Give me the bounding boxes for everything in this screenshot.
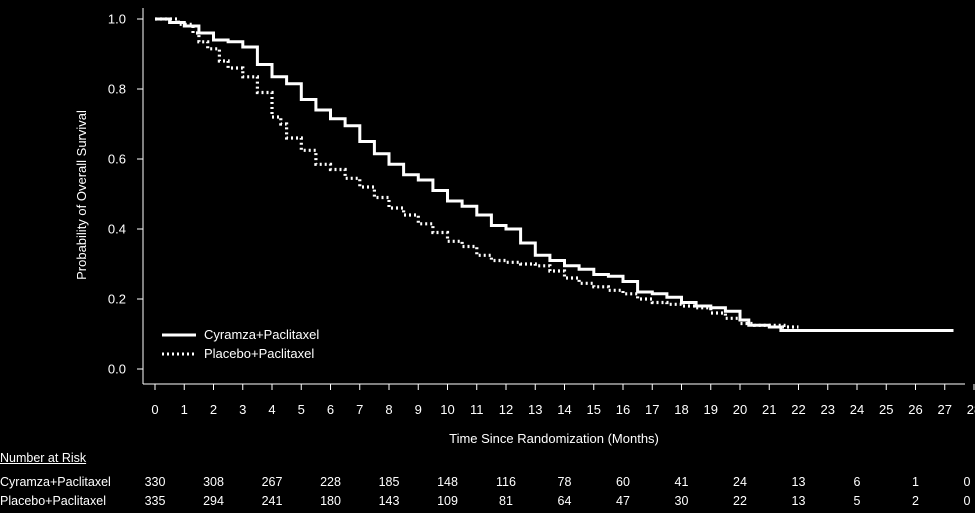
x-tick-label: 4 <box>268 402 275 417</box>
risk-value: 30 <box>674 494 689 508</box>
x-tick-label: 11 <box>470 402 484 417</box>
risk-value: 13 <box>791 494 806 508</box>
x-tick-label: 26 <box>908 402 922 417</box>
x-tick-label: 10 <box>440 402 454 417</box>
y-tick-label: 0.6 <box>108 152 126 167</box>
x-tick-label: 28 <box>967 402 975 417</box>
x-tick-label: 3 <box>239 402 246 417</box>
risk-value: 60 <box>616 475 630 489</box>
x-tick-label: 25 <box>879 402 893 417</box>
risk-value: 143 <box>378 494 400 508</box>
risk-row-label-placebo: Placebo+Paclitaxel <box>0 494 106 508</box>
risk-value: 5 <box>853 494 861 508</box>
risk-value: 335 <box>144 494 166 508</box>
risk-value: 6 <box>853 475 861 489</box>
series-line-cyramza <box>155 17 954 332</box>
x-tick-label: 5 <box>298 402 305 417</box>
risk-value: 241 <box>261 494 283 508</box>
x-tick-label: 9 <box>415 402 422 417</box>
x-tick-label: 21 <box>762 402 776 417</box>
x-tick-label: 19 <box>704 402 718 417</box>
x-tick-label: 12 <box>499 402 513 417</box>
x-tick-label: 22 <box>791 402 805 417</box>
series-lines <box>155 17 954 332</box>
risk-value: 47 <box>616 494 630 508</box>
legend: Cyramza+Paclitaxel Placebo+Paclitaxel <box>162 327 319 361</box>
x-tick-label: 2 <box>210 402 217 417</box>
x-tick-label: 16 <box>616 402 630 417</box>
risk-value: 330 <box>144 475 166 489</box>
legend-label-cyramza: Cyramza+Paclitaxel <box>204 327 319 342</box>
x-tick-label: 14 <box>557 402 571 417</box>
y-tick-label: 0.8 <box>108 82 126 97</box>
y-tick-label: 1.0 <box>108 12 126 27</box>
x-tick-label: 18 <box>674 402 688 417</box>
risk-value: 0 <box>963 475 971 489</box>
legend-label-placebo: Placebo+Paclitaxel <box>204 346 314 361</box>
y-axis-title: Probability of Overall Survival <box>74 110 89 280</box>
x-tick-label: 23 <box>821 402 835 417</box>
x-tick-label: 1 <box>181 402 188 417</box>
x-tick-label: 7 <box>356 402 363 417</box>
risk-value: 24 <box>733 475 747 489</box>
risk-row-label-cyramza: Cyramza+Paclitaxel <box>0 475 111 489</box>
risk-value: 294 <box>203 494 224 508</box>
y-tick-label: 0.2 <box>108 292 126 307</box>
risk-value: 148 <box>437 475 458 489</box>
x-tick-label: 27 <box>938 402 952 417</box>
risk-value: 64 <box>557 494 572 508</box>
series-line-placebo <box>155 17 799 329</box>
risk-value: 0 <box>963 494 971 508</box>
risk-value: 185 <box>378 475 400 489</box>
risk-value: 228 <box>320 475 341 489</box>
x-tick-label: 24 <box>850 402 864 417</box>
x-tick-label: 20 <box>733 402 747 417</box>
risk-value: 41 <box>674 475 689 489</box>
risk-value: 180 <box>320 494 341 508</box>
y-tick-label: 0.0 <box>108 362 126 377</box>
x-axis-title: Time Since Randomization (Months) <box>449 431 659 446</box>
x-tick-label: 17 <box>645 402 659 417</box>
risk-value: 81 <box>499 494 513 508</box>
x-tick-label: 6 <box>327 402 334 417</box>
x-tick-label: 15 <box>587 402 601 417</box>
x-tick-label: 0 <box>151 402 158 417</box>
risk-value: 308 <box>203 475 224 489</box>
risk-table-title: Number at Risk <box>0 451 87 465</box>
risk-value: 2 <box>912 494 919 508</box>
x-tick-label: 8 <box>385 402 392 417</box>
risk-value: 1 <box>912 475 919 489</box>
axes: 0.00.20.40.60.81.00 1 2 3 4 5 6 7 8 9 10 11 12 13 14 15… <box>108 8 975 417</box>
risk-value: 78 <box>557 475 572 489</box>
risk-value: 22 <box>733 494 747 508</box>
x-tick-label: 13 <box>528 402 542 417</box>
y-tick-label: 0.4 <box>108 222 126 237</box>
risk-value: 116 <box>496 475 516 489</box>
risk-value: 267 <box>261 475 283 489</box>
risk-value: 109 <box>437 494 458 508</box>
risk-value: 13 <box>791 475 806 489</box>
